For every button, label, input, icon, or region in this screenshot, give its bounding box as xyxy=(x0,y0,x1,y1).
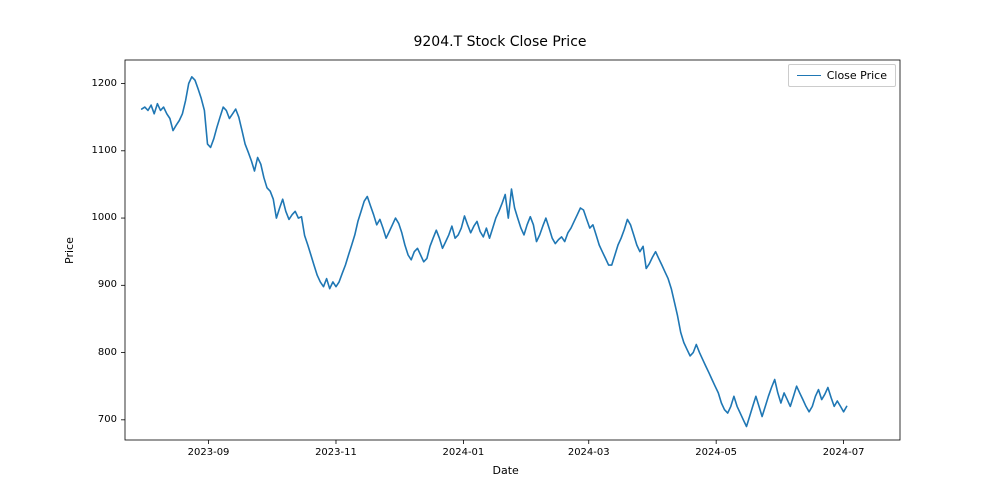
y-tick-label: 700 xyxy=(98,414,117,425)
y-tick-label: 1000 xyxy=(92,212,117,223)
x-tick-label: 2024-01 xyxy=(435,447,491,458)
x-tick-label: 2024-03 xyxy=(561,447,617,458)
x-tick-label: 2024-05 xyxy=(688,447,744,458)
legend-line-swatch xyxy=(797,75,821,76)
y-axis-label: Price xyxy=(63,237,76,264)
chart-title: 9204.T Stock Close Price xyxy=(0,34,1000,50)
x-tick-label: 2024-07 xyxy=(816,447,872,458)
stock-price-chart: 9204.T Stock Close Price Date Price 700 8… xyxy=(0,0,1000,500)
y-tick-label: 800 xyxy=(98,347,117,358)
x-axis-label: Date xyxy=(493,464,519,477)
x-tick-label: 2023-09 xyxy=(181,447,237,458)
x-tick-label: 2023-11 xyxy=(308,447,364,458)
y-tick-label: 1100 xyxy=(92,145,117,156)
y-tick-label: 1200 xyxy=(92,78,117,89)
y-tick-label: 900 xyxy=(98,279,117,290)
legend: Close Price xyxy=(788,64,896,87)
legend-label: Close Price xyxy=(827,69,887,82)
